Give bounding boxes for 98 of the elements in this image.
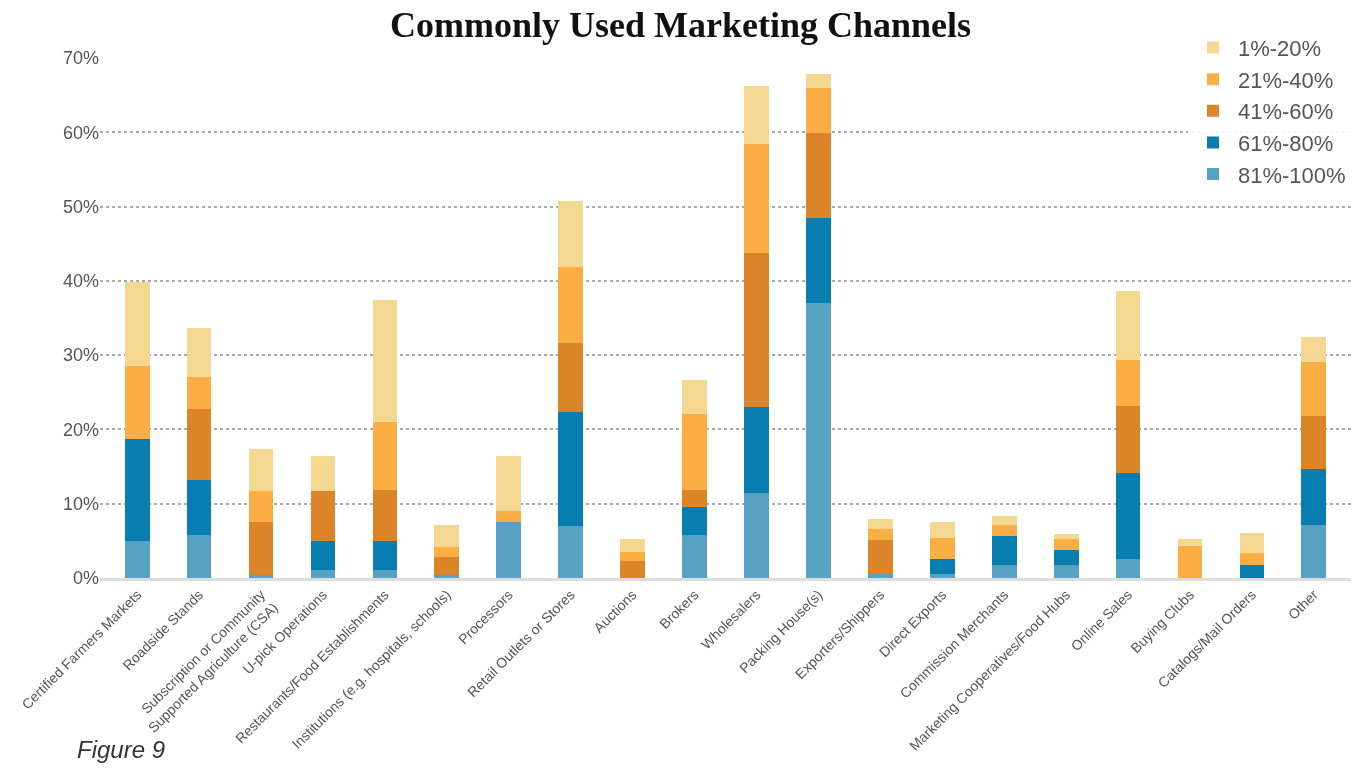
bar bbox=[682, 413, 707, 491]
bar bbox=[929, 573, 955, 578]
bar bbox=[124, 540, 150, 578]
y-tick-label: 0% bbox=[72, 568, 99, 589]
bar bbox=[434, 525, 460, 547]
bar bbox=[310, 456, 336, 492]
bar bbox=[1239, 532, 1265, 554]
bar bbox=[558, 201, 584, 267]
bar bbox=[806, 88, 831, 134]
bar bbox=[1301, 361, 1327, 417]
bar bbox=[124, 365, 150, 440]
bar bbox=[744, 407, 769, 493]
y-tick-label: 10% bbox=[62, 494, 99, 515]
bar bbox=[744, 252, 769, 408]
bar bbox=[310, 569, 336, 578]
bar bbox=[744, 86, 769, 145]
bar bbox=[929, 537, 955, 559]
bar bbox=[1115, 360, 1141, 406]
bar bbox=[186, 479, 212, 535]
y-tick-label: 20% bbox=[62, 419, 99, 440]
bar bbox=[620, 560, 645, 578]
bar bbox=[1115, 472, 1141, 559]
bar bbox=[682, 380, 707, 414]
bar bbox=[1239, 553, 1265, 565]
bar bbox=[310, 491, 336, 541]
bar bbox=[929, 558, 955, 574]
bar bbox=[867, 540, 893, 574]
bar bbox=[682, 490, 707, 508]
bar bbox=[991, 536, 1017, 565]
bar bbox=[620, 539, 645, 552]
bar bbox=[434, 546, 460, 558]
bar bbox=[1053, 549, 1079, 565]
bar bbox=[186, 409, 212, 480]
bar bbox=[434, 575, 460, 578]
bar bbox=[806, 133, 831, 219]
bar bbox=[929, 521, 955, 538]
bar bbox=[991, 515, 1017, 526]
bar bbox=[558, 343, 584, 412]
bar bbox=[186, 376, 212, 410]
y-tick-label: 30% bbox=[62, 345, 99, 366]
bar bbox=[372, 540, 398, 570]
caption: Figure 9 bbox=[77, 736, 166, 763]
bar bbox=[248, 449, 274, 492]
y-tick-label: 40% bbox=[62, 271, 99, 292]
legend-label: 41%-60% bbox=[1238, 99, 1334, 125]
bar bbox=[744, 492, 769, 578]
bar bbox=[806, 73, 831, 89]
bar bbox=[496, 456, 522, 512]
bar bbox=[991, 564, 1017, 578]
bar bbox=[248, 575, 274, 578]
chart-title: Commonly Used Marketing Channels bbox=[389, 4, 972, 45]
y-tick-label: 70% bbox=[62, 48, 99, 69]
bar bbox=[372, 300, 398, 422]
bar bbox=[1301, 525, 1327, 578]
bar bbox=[372, 422, 398, 491]
bar bbox=[991, 525, 1017, 537]
bar bbox=[124, 282, 150, 366]
bar bbox=[496, 511, 522, 522]
bar bbox=[248, 521, 274, 576]
bar bbox=[372, 569, 398, 578]
bar bbox=[1177, 546, 1203, 578]
bar bbox=[867, 528, 893, 541]
legend-label: 1%-20% bbox=[1238, 36, 1322, 62]
bar bbox=[1177, 538, 1203, 547]
bar bbox=[1115, 290, 1141, 361]
bar bbox=[186, 534, 212, 578]
bar bbox=[1239, 564, 1265, 578]
bar bbox=[1301, 468, 1327, 526]
bar bbox=[744, 144, 769, 253]
bar bbox=[806, 218, 831, 304]
bar bbox=[124, 439, 150, 541]
bar bbox=[186, 327, 212, 377]
y-tick-label: 50% bbox=[62, 196, 99, 217]
bar bbox=[248, 491, 274, 522]
legend-label: 21%-40% bbox=[1238, 67, 1334, 93]
bar bbox=[1115, 405, 1141, 473]
bar bbox=[620, 552, 645, 561]
bar bbox=[867, 519, 893, 529]
bar bbox=[558, 266, 584, 344]
bar bbox=[496, 521, 522, 578]
bar bbox=[1053, 534, 1079, 539]
bar bbox=[434, 557, 460, 576]
bar bbox=[867, 573, 893, 578]
bar bbox=[1301, 337, 1327, 362]
bar bbox=[558, 526, 584, 578]
bar bbox=[1301, 416, 1327, 469]
bar bbox=[682, 507, 707, 535]
bar bbox=[682, 534, 707, 578]
y-tick-label: 60% bbox=[62, 122, 99, 143]
bar bbox=[1115, 558, 1141, 578]
bar bbox=[1053, 538, 1079, 550]
legend-label: 61%-80% bbox=[1238, 130, 1334, 156]
bar bbox=[310, 540, 336, 570]
legend-label: 81%-100% bbox=[1238, 162, 1346, 188]
bar bbox=[558, 411, 584, 526]
bar bbox=[806, 303, 831, 578]
bar bbox=[372, 490, 398, 541]
bar bbox=[1053, 564, 1079, 578]
